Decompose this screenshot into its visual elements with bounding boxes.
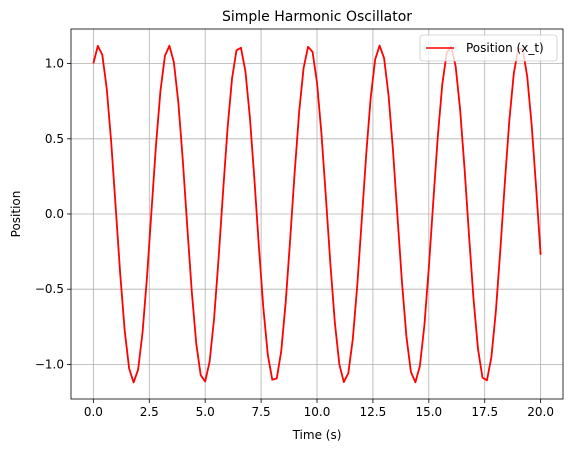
x-tick-label: 10.0 xyxy=(304,405,331,419)
x-axis-label: Time (s) xyxy=(292,428,342,442)
y-tick-label: 0.5 xyxy=(45,132,64,146)
x-tick-label: 15.0 xyxy=(415,405,442,419)
y-axis: −1.0 −0.5 0.0 0.5 1.0 xyxy=(35,57,71,371)
x-tick-label: 5.0 xyxy=(196,405,215,419)
grid xyxy=(71,29,563,399)
series-line xyxy=(92,44,542,384)
y-tick-label: 1.0 xyxy=(45,57,64,71)
x-tick-label: 2.5 xyxy=(140,405,159,419)
legend: Position (x_t) xyxy=(419,34,558,62)
chart-title: Simple Harmonic Oscillator xyxy=(222,9,412,25)
y-tick-label: −1.0 xyxy=(35,357,64,371)
y-tick-label: −0.5 xyxy=(35,282,64,296)
legend-box xyxy=(419,34,558,62)
series-layer xyxy=(92,44,542,384)
legend-label: Position (x_t) xyxy=(466,41,544,55)
x-axis: 0.0 2.5 5.0 7.5 10.0 12.5 15.0 17.5 20.0 xyxy=(84,399,554,419)
x-tick-label: 7.5 xyxy=(252,405,271,419)
x-tick-label: 12.5 xyxy=(360,405,387,419)
y-axis-label: Position xyxy=(9,191,23,238)
y-tick-label: 0.0 xyxy=(45,207,64,221)
x-tick-label: 17.5 xyxy=(471,405,498,419)
x-tick-label: 0.0 xyxy=(84,405,103,419)
x-tick-label: 20.0 xyxy=(527,405,554,419)
